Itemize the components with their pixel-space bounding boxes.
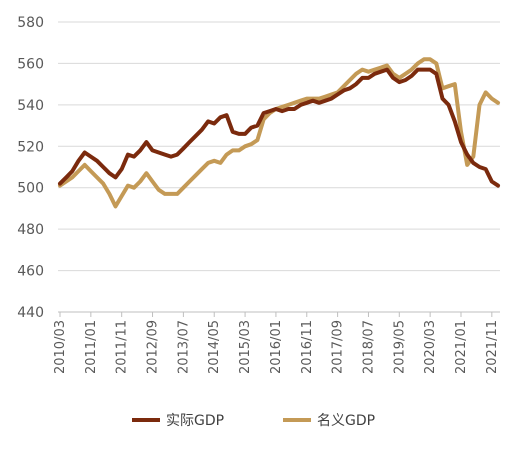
x-tick-label: 2013/07: [176, 320, 191, 374]
x-tick-label: 2014/05: [207, 320, 222, 374]
series-lines: [58, 57, 500, 209]
x-tick-label: 2011/01: [84, 320, 99, 374]
x-tick-label: 2021/01: [454, 320, 469, 374]
legend-label-nominal-gdp: 名义GDP: [317, 413, 375, 429]
x-tick-label: 2018/07: [361, 320, 376, 374]
series-line-real-gdp: [58, 67, 500, 188]
y-tick-label: 520: [17, 139, 44, 155]
legend-item-nominal-gdp: 名义GDP: [283, 413, 375, 429]
y-tick-label: 480: [17, 222, 44, 238]
y-tick-label: 540: [17, 98, 44, 114]
series-line-nominal-gdp: [58, 57, 500, 209]
y-tick-label: 440: [17, 305, 44, 321]
x-tick-label: 2012/09: [146, 320, 161, 374]
legend-label-real-gdp: 实际GDP: [166, 413, 224, 429]
y-tick-label: 500: [17, 181, 44, 197]
legend: 实际GDP 名义GDP: [132, 413, 375, 429]
x-tick-label: 2020/03: [423, 320, 438, 374]
y-tick-label: 580: [17, 15, 44, 31]
x-tick-label: 2010/03: [53, 320, 68, 374]
x-axis-ticks: 2010/03 2011/01 2011/11 2012/09 2013/07 2014/…: [53, 312, 500, 374]
legend-item-real-gdp: 实际GDP: [132, 413, 224, 429]
y-axis-ticks: 440 460 480 500 520 540 560 580: [17, 15, 44, 321]
y-tick-label: 560: [17, 56, 44, 72]
x-tick-label: 2015/03: [238, 320, 253, 374]
x-tick-label: 2017/09: [331, 320, 346, 374]
x-tick-label: 2019/05: [392, 320, 407, 374]
x-tick-label: 2021/11: [485, 320, 500, 374]
x-tick-label: 2016/01: [269, 320, 284, 374]
x-tick-label: 2011/11: [115, 320, 130, 374]
y-tick-label: 460: [17, 264, 44, 280]
x-tick-label: 2016/11: [300, 320, 315, 374]
